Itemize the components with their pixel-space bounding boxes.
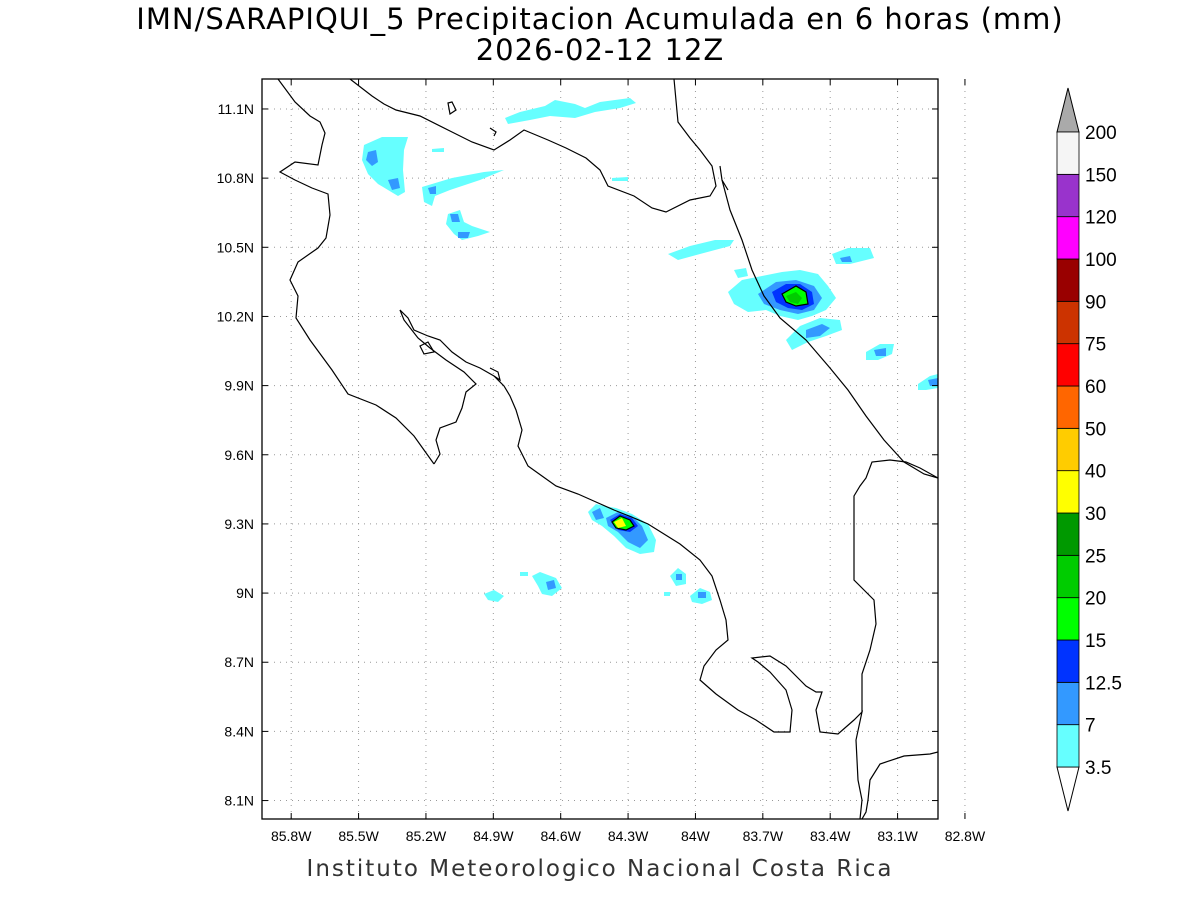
x-tick-label: 83.1W bbox=[877, 828, 918, 844]
colorbar-swatch-0 bbox=[1056, 724, 1080, 768]
colorbar-swatch-13 bbox=[1056, 173, 1080, 218]
precip-band-north bbox=[505, 98, 636, 124]
colorbar-level-label: 20 bbox=[1085, 589, 1106, 610]
colorbar-swatch-3 bbox=[1056, 597, 1080, 641]
map-frame bbox=[261, 78, 939, 820]
latitude-axis-labels: 8.1N 8.4N 8.7N 9N 9.3N 9.6N 9.9N 10.2N 10.5N 10.8… bbox=[217, 101, 254, 809]
x-tick-label: 84.6W bbox=[540, 828, 581, 844]
colorbar-level-label: 25 bbox=[1085, 546, 1106, 567]
colorbar-level-label: 3.5 bbox=[1085, 758, 1111, 779]
x-tick-label: 84.9W bbox=[473, 828, 514, 844]
precip-band-northeast bbox=[668, 240, 734, 260]
colorbar-swatch-12 bbox=[1056, 216, 1080, 260]
y-tick-label: 10.5N bbox=[217, 239, 254, 255]
colorbar-level-label: 12.5 bbox=[1085, 673, 1122, 694]
y-tick-label: 9N bbox=[236, 585, 254, 601]
y-tick-label: 9.6N bbox=[224, 447, 254, 463]
colorbar-arrow-top bbox=[1056, 87, 1080, 133]
x-tick-label: 84.3W bbox=[608, 828, 649, 844]
precip-cell-limon bbox=[728, 270, 836, 320]
y-tick-label: 9.3N bbox=[224, 516, 254, 532]
colorbar-level-label: 200 bbox=[1085, 123, 1117, 144]
color-legend: 3.5 7 12.5 15 20 25 30 40 50 60 75 90 100 120 150 200 bbox=[1056, 87, 1122, 812]
coastlines-borders bbox=[277, 79, 938, 819]
colorbar-level-label: 15 bbox=[1085, 631, 1106, 652]
colorbar-swatch-9 bbox=[1056, 343, 1080, 387]
precip-fields bbox=[362, 98, 938, 604]
colorbar-level-label: 40 bbox=[1085, 462, 1106, 483]
colorbar-level-label: 150 bbox=[1085, 165, 1117, 186]
longitude-axis-labels: 85.8W 85.5W 85.2W 84.9W 84.6W 84.3W 84W 83.7W 83… bbox=[271, 828, 986, 844]
map-background bbox=[262, 79, 938, 819]
colorbar-arrow-bottom bbox=[1056, 766, 1080, 812]
colorbar-swatch-5 bbox=[1056, 512, 1080, 556]
colorbar-level-label: 120 bbox=[1085, 208, 1117, 229]
y-tick-label: 10.2N bbox=[217, 308, 254, 324]
colorbar-level-label: 100 bbox=[1085, 250, 1117, 271]
x-tick-label: 82.8W bbox=[945, 828, 986, 844]
footer-credit: Instituto Meteorologico Nacional Costa R… bbox=[306, 856, 894, 882]
y-tick-label: 11.1N bbox=[218, 101, 254, 117]
colorbar-level-label: 50 bbox=[1085, 419, 1106, 440]
colorbar-swatch-7 bbox=[1056, 427, 1080, 472]
y-tick-label: 9.9N bbox=[224, 378, 254, 394]
x-tick-label: 85.2W bbox=[406, 828, 447, 844]
colorbar-swatch-8 bbox=[1056, 385, 1080, 429]
x-tick-label: 84W bbox=[681, 828, 711, 844]
y-tick-label: 8.1N bbox=[224, 793, 254, 809]
x-tick-label: 85.5W bbox=[338, 828, 379, 844]
colorbar-swatch-1 bbox=[1056, 681, 1080, 726]
colorbar-level-label: 30 bbox=[1085, 504, 1106, 525]
y-tick-label: 8.7N bbox=[224, 654, 254, 670]
colorbar-level-label: 75 bbox=[1085, 335, 1106, 356]
precip-cell-pacific-central bbox=[588, 504, 656, 554]
colorbar-swatch-11 bbox=[1056, 258, 1080, 302]
y-tick-label: 8.4N bbox=[224, 723, 254, 739]
colorbar-swatch-6 bbox=[1056, 470, 1080, 514]
colorbar-swatch-14 bbox=[1056, 131, 1080, 175]
colorbar-level-label: 90 bbox=[1085, 292, 1106, 313]
colorbar-level-label: 60 bbox=[1085, 377, 1106, 398]
x-tick-label: 83.7W bbox=[743, 828, 784, 844]
axis-ticks bbox=[262, 79, 966, 819]
x-tick-label: 85.8W bbox=[271, 828, 312, 844]
chart-subtitle-date: 2026-02-12 12Z bbox=[475, 33, 725, 67]
precip-band-1 bbox=[422, 170, 504, 206]
x-tick-label: 83.4W bbox=[810, 828, 851, 844]
colorbar-swatch-2 bbox=[1056, 639, 1080, 683]
colorbar-swatch-4 bbox=[1056, 554, 1080, 599]
precip-cell-guanacaste-north bbox=[362, 137, 408, 196]
colorbar-level-label: 7 bbox=[1085, 716, 1096, 737]
chart-title: IMN/SARAPIQUI_5 Precipitacion Acumulada … bbox=[136, 2, 1064, 36]
y-tick-label: 10.8N bbox=[217, 170, 254, 186]
colorbar-swatch-10 bbox=[1056, 300, 1080, 345]
